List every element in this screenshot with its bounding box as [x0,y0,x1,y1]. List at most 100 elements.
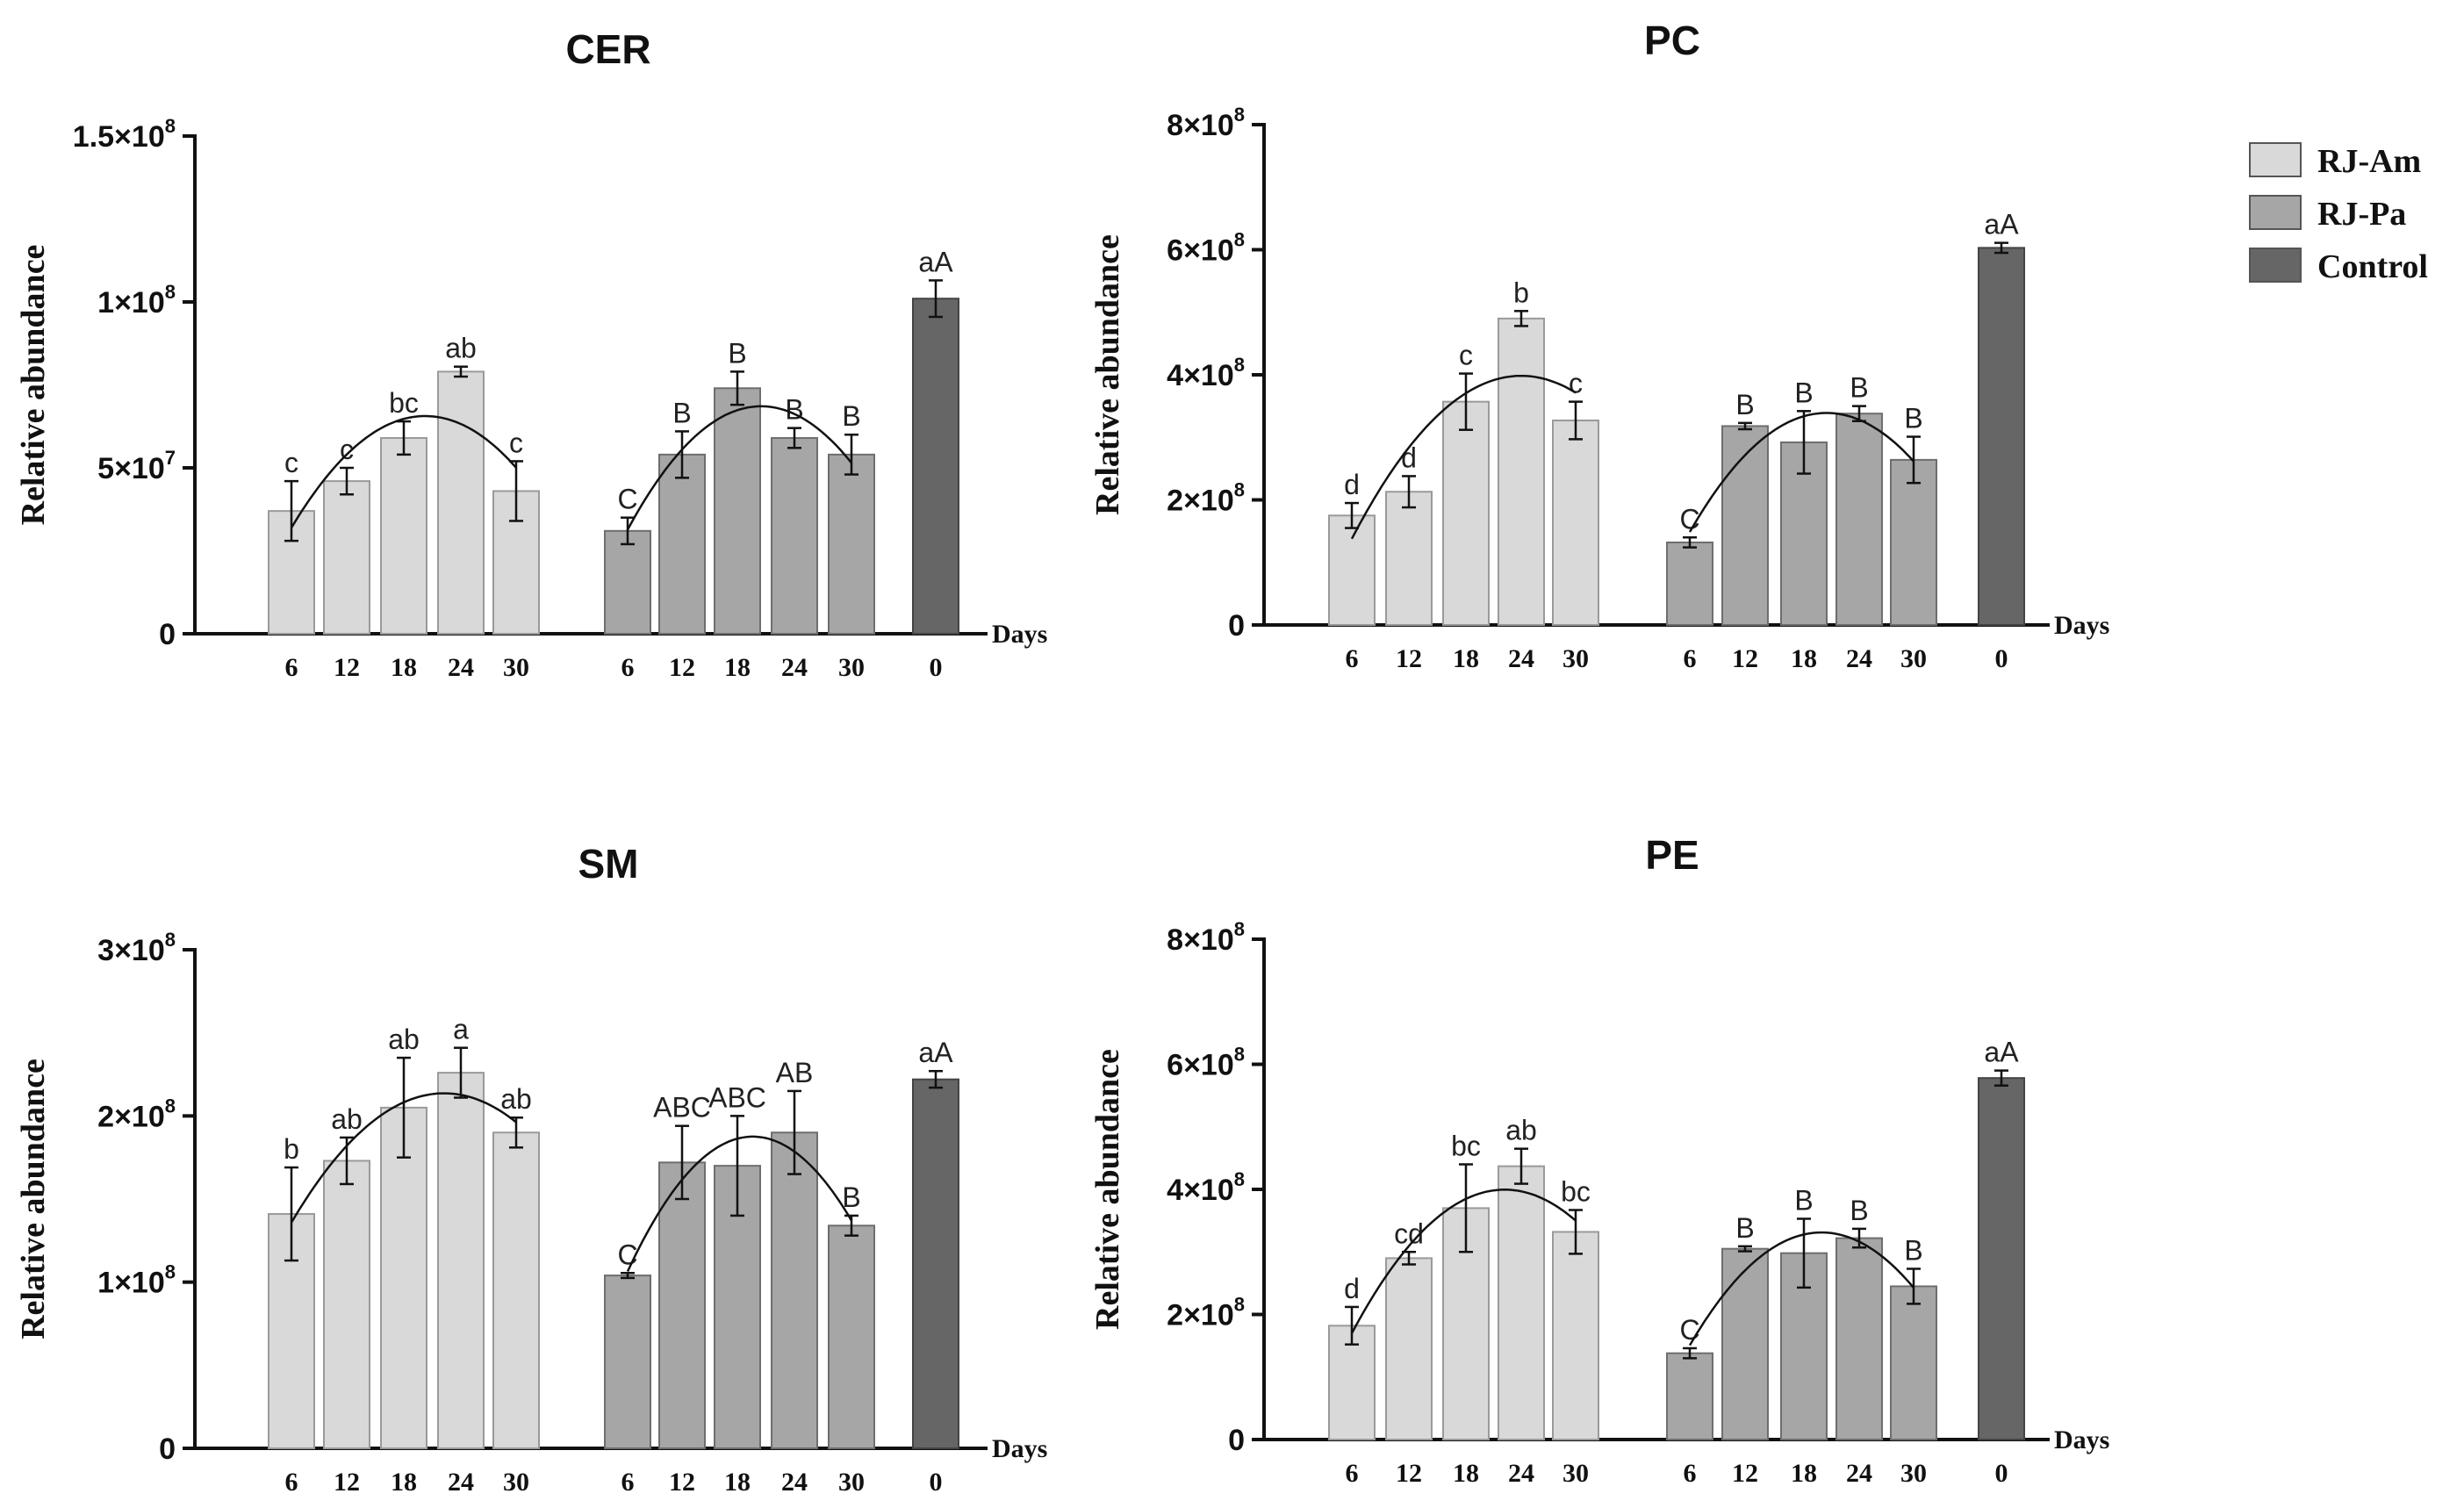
x-tick-label: 6 [1346,644,1359,673]
y-tick-label: 3×108 [97,929,176,967]
x-tick-label: 18 [724,653,751,682]
significance-label: bc [389,387,419,419]
significance-label: B [842,1181,860,1213]
y-tick-label: 6×108 [1167,229,1245,268]
x-tick-label: 6 [621,1468,635,1497]
significance-label: B [1794,377,1813,408]
legend-swatch [2249,248,2302,283]
y-tick-label: 0 [1228,609,1245,643]
bar [437,1072,485,1450]
significance-label: ab [1505,1115,1537,1146]
significance-label: C [1679,1314,1699,1346]
y-tick-label: 2×108 [1167,1294,1245,1332]
x-tick-label: 24 [1846,1459,1872,1488]
significance-label: ab [388,1023,420,1055]
x-tick-label: 30 [1562,644,1589,673]
significance-label: aA [918,246,953,277]
x-tick-label: 12 [669,1468,695,1497]
trend-curve [1350,374,1577,540]
y-tick-label: 5×107 [97,447,176,485]
significance-label: B [1850,372,1868,404]
x-tick-label: 30 [1562,1459,1589,1488]
bar [1721,425,1769,626]
bar [492,1131,540,1450]
x-tick-label: 18 [1791,1459,1817,1488]
x-tick-label: 30 [838,1468,865,1497]
bar [323,480,370,635]
x-tick-label: 12 [1396,644,1422,673]
significance-label: B [842,400,860,432]
series-rj-pa: C 6 B 12 B 18 B 24 B 30 [604,337,875,682]
x-tick-label: 0 [1995,644,2008,673]
significance-label: bc [1451,1131,1481,1162]
significance-label: aA [1984,1037,2019,1068]
bar [1442,400,1490,627]
significance-label: C [1679,503,1699,535]
bar [1498,317,1545,626]
x-tick-label: 6 [1684,1459,1697,1488]
chart-title: PE [1645,832,1699,878]
significance-label: d [1344,1273,1360,1304]
y-tick-label: 8×108 [1167,918,1245,957]
bar [912,298,959,635]
x-tick-label: 6 [1346,1459,1359,1488]
x-tick-label: 30 [838,653,865,682]
significance-label: c [284,447,298,478]
significance-label: C [617,484,637,515]
significance-label: ab [500,1083,532,1115]
x-tick-label: 0 [1995,1459,2008,1488]
chart-title: PC [1644,18,1700,63]
trend-curve [626,1135,853,1273]
bar [1385,491,1433,626]
chart-panel-pc: PC Relative abundance 0 2×108 4×108 6×108 8×10… [1089,18,2109,673]
x-tick-label: 24 [781,653,808,682]
significance-label: B [728,337,746,369]
bar [1552,1231,1599,1440]
y-tick-label: 0 [159,1433,176,1466]
chart-panel-cer: CER Relative abundance 0 5×107 1×108 1.5×108 D… [15,26,1047,682]
bar [437,370,485,635]
x-tick-label: 12 [334,1468,360,1497]
y-tick-label: 0 [159,618,176,651]
significance-label: AB [776,1057,814,1088]
trend-curve [290,1092,517,1224]
significance-label: ab [445,333,477,364]
significance-label: c [1459,340,1473,371]
significance-label: B [1735,1212,1754,1244]
y-axis-label: Relative abundance [1089,1049,1126,1330]
x-tick-label: 12 [1732,644,1758,673]
y-tick-label: 0 [1228,1424,1245,1457]
legend-label: RJ-Pa [2317,196,2406,233]
x-tick-label: 18 [1453,1459,1479,1488]
y-tick-label: 6×108 [1167,1044,1245,1082]
series-rj-am: b 6 ab 12 ab 18 a 24 ab 30 [268,1014,540,1497]
x-axis-label: Days [992,1434,1047,1463]
significance-label: c [1569,368,1583,399]
x-tick-label: 24 [448,653,474,682]
x-tick-label: 12 [334,653,360,682]
x-tick-label: 6 [285,653,298,682]
y-axis-label: Relative abundance [15,1059,52,1339]
series-rj-am: d 6 d 12 c 18 b 24 c 30 [1328,276,1599,673]
x-tick-label: 6 [285,1468,298,1497]
bar [1835,1237,1883,1440]
legend-item-control: Control [2249,248,2428,285]
chart-title: CER [565,26,650,72]
legend-label: Control [2317,248,2428,285]
x-tick-label: 24 [448,1468,474,1497]
x-axis-label: Days [2054,1425,2109,1454]
y-tick-label: 4×108 [1167,1168,1245,1207]
significance-label: B [1850,1195,1868,1226]
legend-item-rj-am: RJ-Am [2249,142,2421,180]
x-axis-label: Days [2054,611,2109,640]
series-rj-pa: C 6 B 12 B 18 B 24 B 30 [1666,372,1937,673]
bar [323,1160,370,1450]
series-control: aA 0 [912,1037,959,1497]
x-tick-label: 6 [621,653,635,682]
significance-label: B [1904,403,1922,434]
significance-label: d [1344,469,1360,500]
bar [912,1078,959,1450]
significance-label: aA [918,1037,953,1068]
